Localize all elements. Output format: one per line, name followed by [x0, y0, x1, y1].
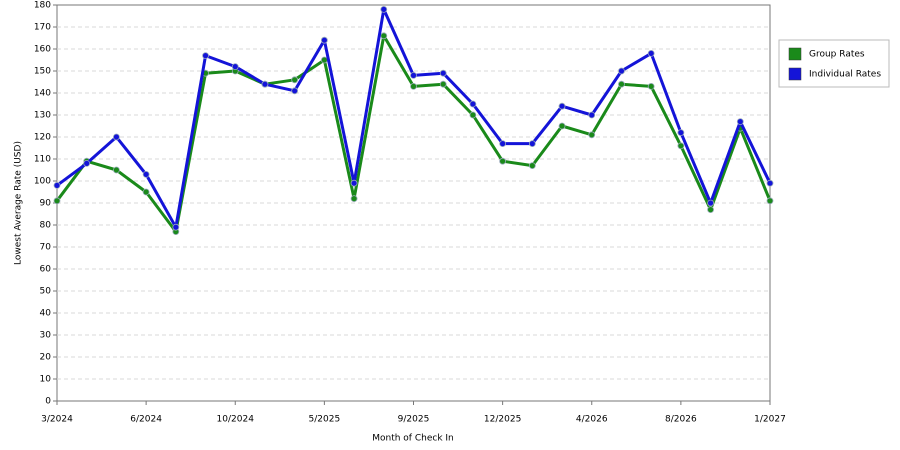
data-point [707, 206, 714, 214]
data-point [172, 223, 180, 231]
data-point [528, 140, 536, 148]
x-tick-label: 12/2025 [484, 415, 521, 425]
data-point [380, 5, 388, 13]
data-point [528, 162, 536, 170]
data-point [113, 133, 120, 141]
y-tick-label: 50 [40, 287, 52, 297]
data-point [410, 83, 417, 90]
y-tick-label: 100 [34, 177, 51, 187]
data-point [588, 111, 596, 119]
y-tick-label: 160 [34, 45, 51, 55]
data-point [647, 50, 655, 57]
series-line [55, 34, 772, 234]
data-point [766, 197, 774, 205]
data-point [350, 195, 358, 203]
y-tick-label: 150 [34, 67, 51, 77]
y-tick-label: 20 [40, 353, 52, 363]
data-point [558, 122, 566, 130]
data-point [410, 72, 417, 79]
legend-swatch [788, 67, 802, 81]
data-point [647, 83, 655, 90]
x-tick-label: 6/2024 [130, 415, 162, 425]
y-tick-label: 0 [45, 397, 51, 407]
x-tick-label: 1/2027 [754, 415, 786, 425]
legend-label: Individual Rates [809, 70, 881, 80]
data-point [469, 100, 477, 108]
data-point [231, 63, 239, 70]
y-axis-title: Lowest Average Rate (USD) [14, 141, 24, 265]
data-point [618, 67, 625, 75]
y-tick-label: 180 [34, 1, 51, 11]
x-tick-label: 4/2026 [576, 415, 608, 425]
data-point [291, 87, 299, 95]
data-point [439, 80, 447, 88]
y-tick-label: 70 [40, 243, 52, 253]
data-point [677, 142, 685, 150]
data-point [202, 52, 209, 59]
y-tick-label: 30 [40, 331, 52, 341]
x-tick-label: 10/2024 [217, 415, 255, 425]
y-tick-label: 60 [40, 265, 52, 275]
data-point [113, 166, 120, 174]
data-point [469, 111, 477, 119]
data-point [588, 131, 596, 139]
data-point [677, 129, 685, 137]
y-tick-label: 40 [40, 309, 52, 319]
data-point [766, 179, 774, 187]
x-tick-label: 5/2025 [309, 415, 341, 425]
y-tick-label: 10 [40, 375, 52, 385]
data-point [707, 199, 714, 207]
legend-label: Group Rates [809, 50, 865, 60]
data-point [53, 197, 61, 205]
y-tick-label: 140 [34, 89, 51, 99]
data-point [83, 159, 91, 167]
y-tick-label: 170 [34, 23, 51, 33]
data-point [142, 170, 150, 178]
data-point [499, 157, 507, 165]
series-line [56, 7, 772, 229]
data-point [736, 118, 744, 125]
x-tick-label: 8/2026 [665, 415, 697, 425]
x-axis-title: Month of Check In [372, 434, 454, 444]
y-tick-label: 120 [34, 133, 51, 143]
data-point [320, 56, 328, 64]
y-tick-label: 80 [40, 221, 52, 231]
data-point [320, 36, 328, 44]
x-tick-label: 9/2025 [398, 415, 430, 425]
data-point [261, 80, 269, 88]
data-point [439, 69, 447, 77]
data-point [350, 179, 358, 187]
data-point [142, 188, 150, 196]
data-point [558, 102, 566, 110]
data-point [618, 80, 625, 88]
data-point [291, 76, 299, 84]
data-point [53, 181, 61, 189]
data-point [380, 32, 388, 40]
y-tick-label: 110 [34, 155, 51, 165]
x-tick-label: 3/2024 [41, 415, 73, 425]
y-tick-label: 130 [34, 111, 51, 121]
legend-swatch [788, 47, 802, 61]
y-tick-label: 90 [40, 199, 52, 209]
data-point [499, 140, 507, 148]
